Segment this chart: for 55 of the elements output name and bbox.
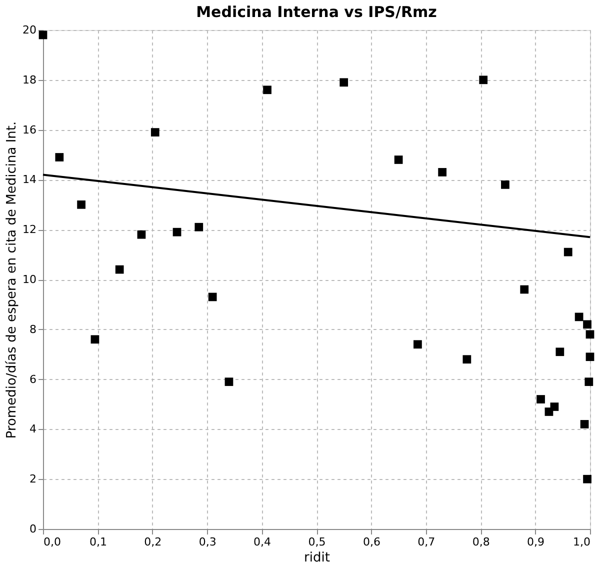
x-tick-label: 0,7 [418,536,436,548]
point [340,78,348,87]
point [536,395,545,404]
point [224,378,234,386]
x-tick-label: 0,4 [254,536,272,548]
y-tick-label: 18 [22,73,36,86]
chart-title: Medicina Interna vs IPS/Rmz [196,3,438,21]
y-tick-label: 2 [30,472,36,486]
point [583,474,592,484]
y-tick-label: 12 [22,223,36,236]
y-tick-label: 10 [22,273,36,286]
point [438,168,446,176]
x-axis-title: ridit [304,550,330,566]
point [263,86,272,94]
point [394,156,403,164]
point [501,180,510,189]
x-tick-label: 0,0 [44,536,61,548]
point [574,312,584,322]
point [586,352,594,362]
point [77,200,86,209]
point [462,355,472,364]
x-tick-label: 0,3 [198,536,216,548]
point [137,230,146,239]
point [479,76,488,84]
x-tick-label: 0,8 [472,536,490,548]
point [586,330,594,339]
point [556,348,564,356]
x-tick-label: 0,5 [308,536,326,548]
point [150,128,160,136]
y-tick-label: 20 [22,24,36,36]
y-axis-title: Promedio/días de espera en cita de Medicina Int. [4,121,20,439]
point [584,378,594,386]
point [583,320,592,329]
x-tick-label: 0,9 [527,536,545,548]
point [564,248,572,256]
point [115,265,124,274]
y-tick-label: 6 [30,372,36,386]
y-tick-label: 4 [30,422,36,436]
point [208,292,217,302]
point [580,420,589,428]
x-tick-label: 0,6 [362,536,380,548]
y-tick-label: 0 [30,522,36,536]
y-tick-label: 8 [30,322,36,336]
point [194,222,204,232]
point [414,340,422,349]
point [550,402,559,411]
y-tick-label: 14 [22,173,36,186]
y-tick-label: 16 [22,123,36,136]
point [520,285,529,294]
point [55,153,64,162]
point [172,228,182,236]
x-tick-label: 0,2 [144,536,162,548]
point [90,335,100,344]
x-tick-label: 0,1 [89,536,107,548]
x-tick-label: 1,0 [573,536,590,548]
